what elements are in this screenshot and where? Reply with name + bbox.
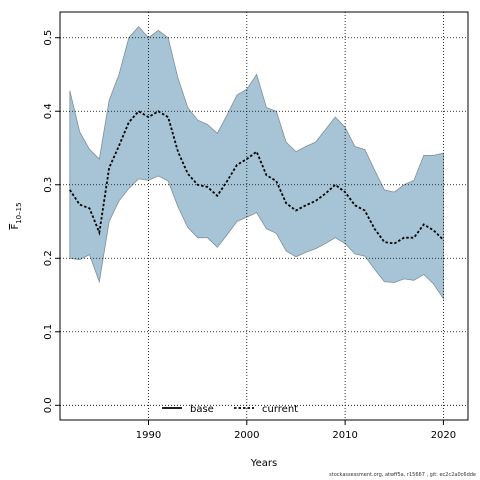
- x-tick-label: 2010: [332, 430, 357, 441]
- grid-layer: [60, 12, 468, 420]
- y-tick-label: 0.5: [43, 30, 54, 46]
- confidence-band-layer: [69, 26, 444, 301]
- plot-frame: [59, 11, 469, 421]
- confidence-band: [69, 26, 444, 301]
- x-tick-label: 2000: [234, 430, 259, 441]
- y-axis-title-subscript: 10–15: [15, 202, 23, 223]
- axis-layer: 1990 2000 2010 2020 0.0 0.1 0.2 0.3 0.4 0.5: [43, 30, 456, 441]
- footer-credit: stockassessment.org, atwff5a, r15667 , g…: [329, 472, 476, 478]
- y-tick-label: 0.2: [43, 250, 54, 266]
- y-tick-label: 0.0: [43, 397, 54, 413]
- y-tick-label: 0.3: [43, 177, 54, 193]
- legend-label-current: current: [262, 404, 298, 415]
- series-layer: [69, 110, 445, 245]
- x-axis-title: Years: [250, 458, 277, 469]
- legend-label-base: base: [190, 404, 214, 415]
- y-tick-label: 0.1: [43, 324, 54, 340]
- y-axis-title-base: F: [10, 224, 21, 230]
- y-tick-label: 0.4: [43, 103, 54, 119]
- x-tick-label: 2020: [431, 430, 456, 441]
- x-tick-label: 1990: [136, 430, 161, 441]
- legend: base current: [162, 404, 298, 415]
- series-line-current: [69, 110, 445, 245]
- y-axis-title: F10–15: [10, 202, 23, 229]
